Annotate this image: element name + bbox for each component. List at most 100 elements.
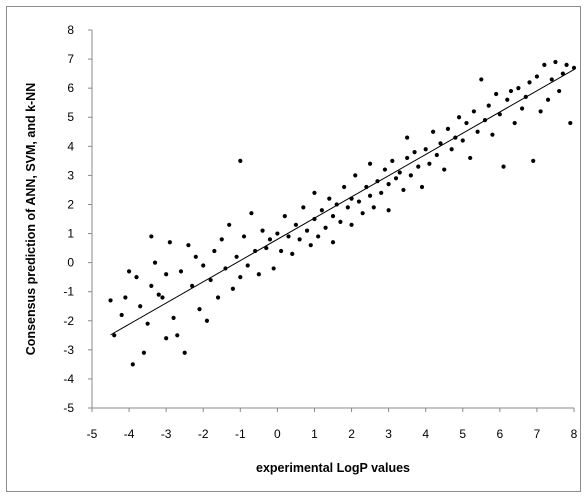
data-point	[519, 106, 525, 111]
data-point	[256, 272, 261, 277]
data-point	[501, 164, 506, 169]
data-point	[141, 350, 147, 355]
x-tick-label: 8	[571, 427, 578, 441]
data-point	[260, 228, 265, 233]
x-tick-label: -3	[161, 427, 172, 441]
data-point	[219, 237, 224, 242]
data-point	[468, 155, 473, 161]
data-point	[542, 62, 547, 67]
trendline	[110, 69, 575, 336]
x-tick-label: 6	[497, 427, 504, 441]
data-point	[164, 272, 169, 277]
x-tick-label: -5	[87, 427, 98, 441]
data-point	[568, 120, 573, 126]
data-point	[408, 173, 413, 178]
data-point	[208, 277, 213, 283]
y-tick-label: -1	[63, 285, 74, 299]
data-point	[557, 88, 562, 94]
data-point	[423, 147, 428, 152]
data-point	[475, 129, 480, 134]
data-point	[427, 161, 432, 166]
y-tick-label: 2	[67, 197, 74, 211]
data-point	[171, 315, 176, 320]
data-point	[138, 304, 143, 309]
x-tick-label: -1	[235, 427, 246, 441]
y-tick-label: 3	[67, 168, 74, 182]
data-point	[490, 132, 495, 137]
data-point	[564, 62, 569, 67]
data-point	[249, 211, 254, 216]
data-point	[330, 240, 336, 245]
data-point	[371, 205, 376, 210]
data-point	[304, 228, 310, 233]
data-point	[319, 208, 324, 213]
data-point	[386, 208, 391, 213]
data-point	[123, 295, 128, 300]
data-point	[553, 59, 558, 65]
data-point	[571, 65, 577, 70]
data-point	[160, 295, 165, 300]
data-point	[330, 213, 336, 219]
data-point	[301, 205, 306, 210]
data-point	[442, 167, 447, 172]
data-point	[345, 205, 350, 210]
data-point	[212, 248, 217, 254]
data-point	[264, 245, 269, 251]
data-point	[234, 254, 239, 259]
data-point	[297, 237, 302, 242]
data-point	[312, 190, 317, 195]
data-point	[505, 97, 510, 102]
data-point	[534, 74, 540, 79]
data-point	[215, 295, 221, 300]
data-point	[405, 155, 410, 161]
data-point	[134, 275, 139, 280]
y-tick-label: 5	[67, 110, 74, 124]
data-point	[167, 240, 172, 245]
data-point	[201, 263, 206, 268]
x-tick-label: 1	[311, 427, 318, 441]
data-point	[393, 176, 399, 181]
data-point	[130, 362, 135, 367]
data-point	[367, 161, 373, 166]
data-point	[178, 269, 184, 274]
data-point	[449, 147, 454, 152]
x-tick-label: 4	[422, 427, 429, 441]
data-point	[508, 88, 514, 94]
data-point	[275, 231, 280, 236]
y-axis-title: Consensus prediction of ANN, SVM, and k-…	[24, 83, 38, 355]
x-tick-label: 3	[385, 427, 392, 441]
data-point	[445, 126, 451, 131]
data-point	[164, 336, 169, 341]
x-tick-label: 2	[348, 427, 355, 441]
data-point	[286, 234, 291, 239]
data-point	[193, 254, 198, 259]
data-points	[108, 59, 577, 367]
data-point	[456, 115, 462, 120]
data-point	[497, 112, 502, 117]
data-point	[278, 248, 284, 254]
data-point	[401, 187, 406, 193]
y-tick-label: -2	[63, 314, 74, 328]
y-tick-label: -5	[63, 401, 74, 415]
data-point	[386, 182, 391, 187]
data-point	[327, 196, 332, 201]
data-point	[464, 120, 469, 126]
data-point	[405, 135, 410, 140]
y-tick-label: 7	[67, 52, 74, 66]
data-point	[119, 312, 124, 318]
y-tick-label: 1	[67, 227, 74, 241]
data-point	[152, 260, 158, 265]
y-tick-label: -4	[63, 372, 74, 386]
data-point	[390, 158, 395, 163]
data-point	[360, 211, 365, 216]
data-point	[186, 243, 191, 248]
data-point	[197, 307, 202, 312]
y-tick-label: 8	[67, 23, 74, 37]
data-point	[149, 283, 154, 288]
data-point	[419, 184, 425, 190]
data-point	[145, 321, 150, 326]
data-point	[238, 158, 243, 163]
data-point	[349, 222, 354, 227]
y-tick-label: -3	[63, 343, 74, 357]
